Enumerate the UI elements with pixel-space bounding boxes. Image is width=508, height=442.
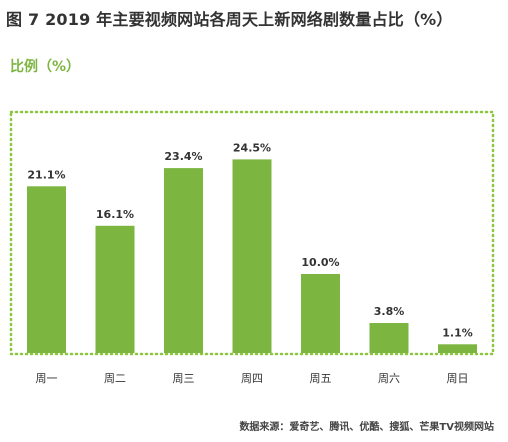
value-label: 16.1% — [96, 208, 134, 221]
bar-周日 — [438, 344, 477, 353]
bar-周一 — [27, 186, 66, 353]
bar-周四 — [232, 159, 272, 353]
plot-frame — [9, 110, 495, 356]
x-tick-label: 周二 — [104, 372, 126, 385]
bar-周六 — [369, 323, 409, 353]
x-tick-label: 周三 — [173, 372, 195, 385]
x-tick-label: 周四 — [241, 372, 263, 385]
chart-title: 图 7 2019 年主要视频网站各周天上新网络剧数量占比（%） — [6, 10, 453, 29]
x-tick-label: 周日 — [447, 372, 469, 385]
value-label: 21.1% — [27, 168, 65, 181]
x-tick-label: 周六 — [378, 372, 400, 385]
bar-周五 — [301, 274, 340, 353]
value-label: 3.8% — [374, 305, 405, 318]
value-label: 23.4% — [164, 150, 202, 163]
x-tick-label: 周五 — [310, 372, 332, 385]
value-label: 10.0% — [301, 256, 339, 269]
source-note: 数据来源：爱奇艺、腾讯、优酷、搜狐、芒果TV视频网站 — [239, 422, 494, 433]
value-label: 1.1% — [442, 326, 473, 339]
bar-周三 — [164, 168, 203, 353]
bar-周二 — [95, 225, 135, 353]
x-tick-label: 周一 — [36, 372, 58, 385]
value-label: 24.5% — [233, 141, 271, 154]
y-axis-label: 比例（%） — [10, 59, 81, 75]
